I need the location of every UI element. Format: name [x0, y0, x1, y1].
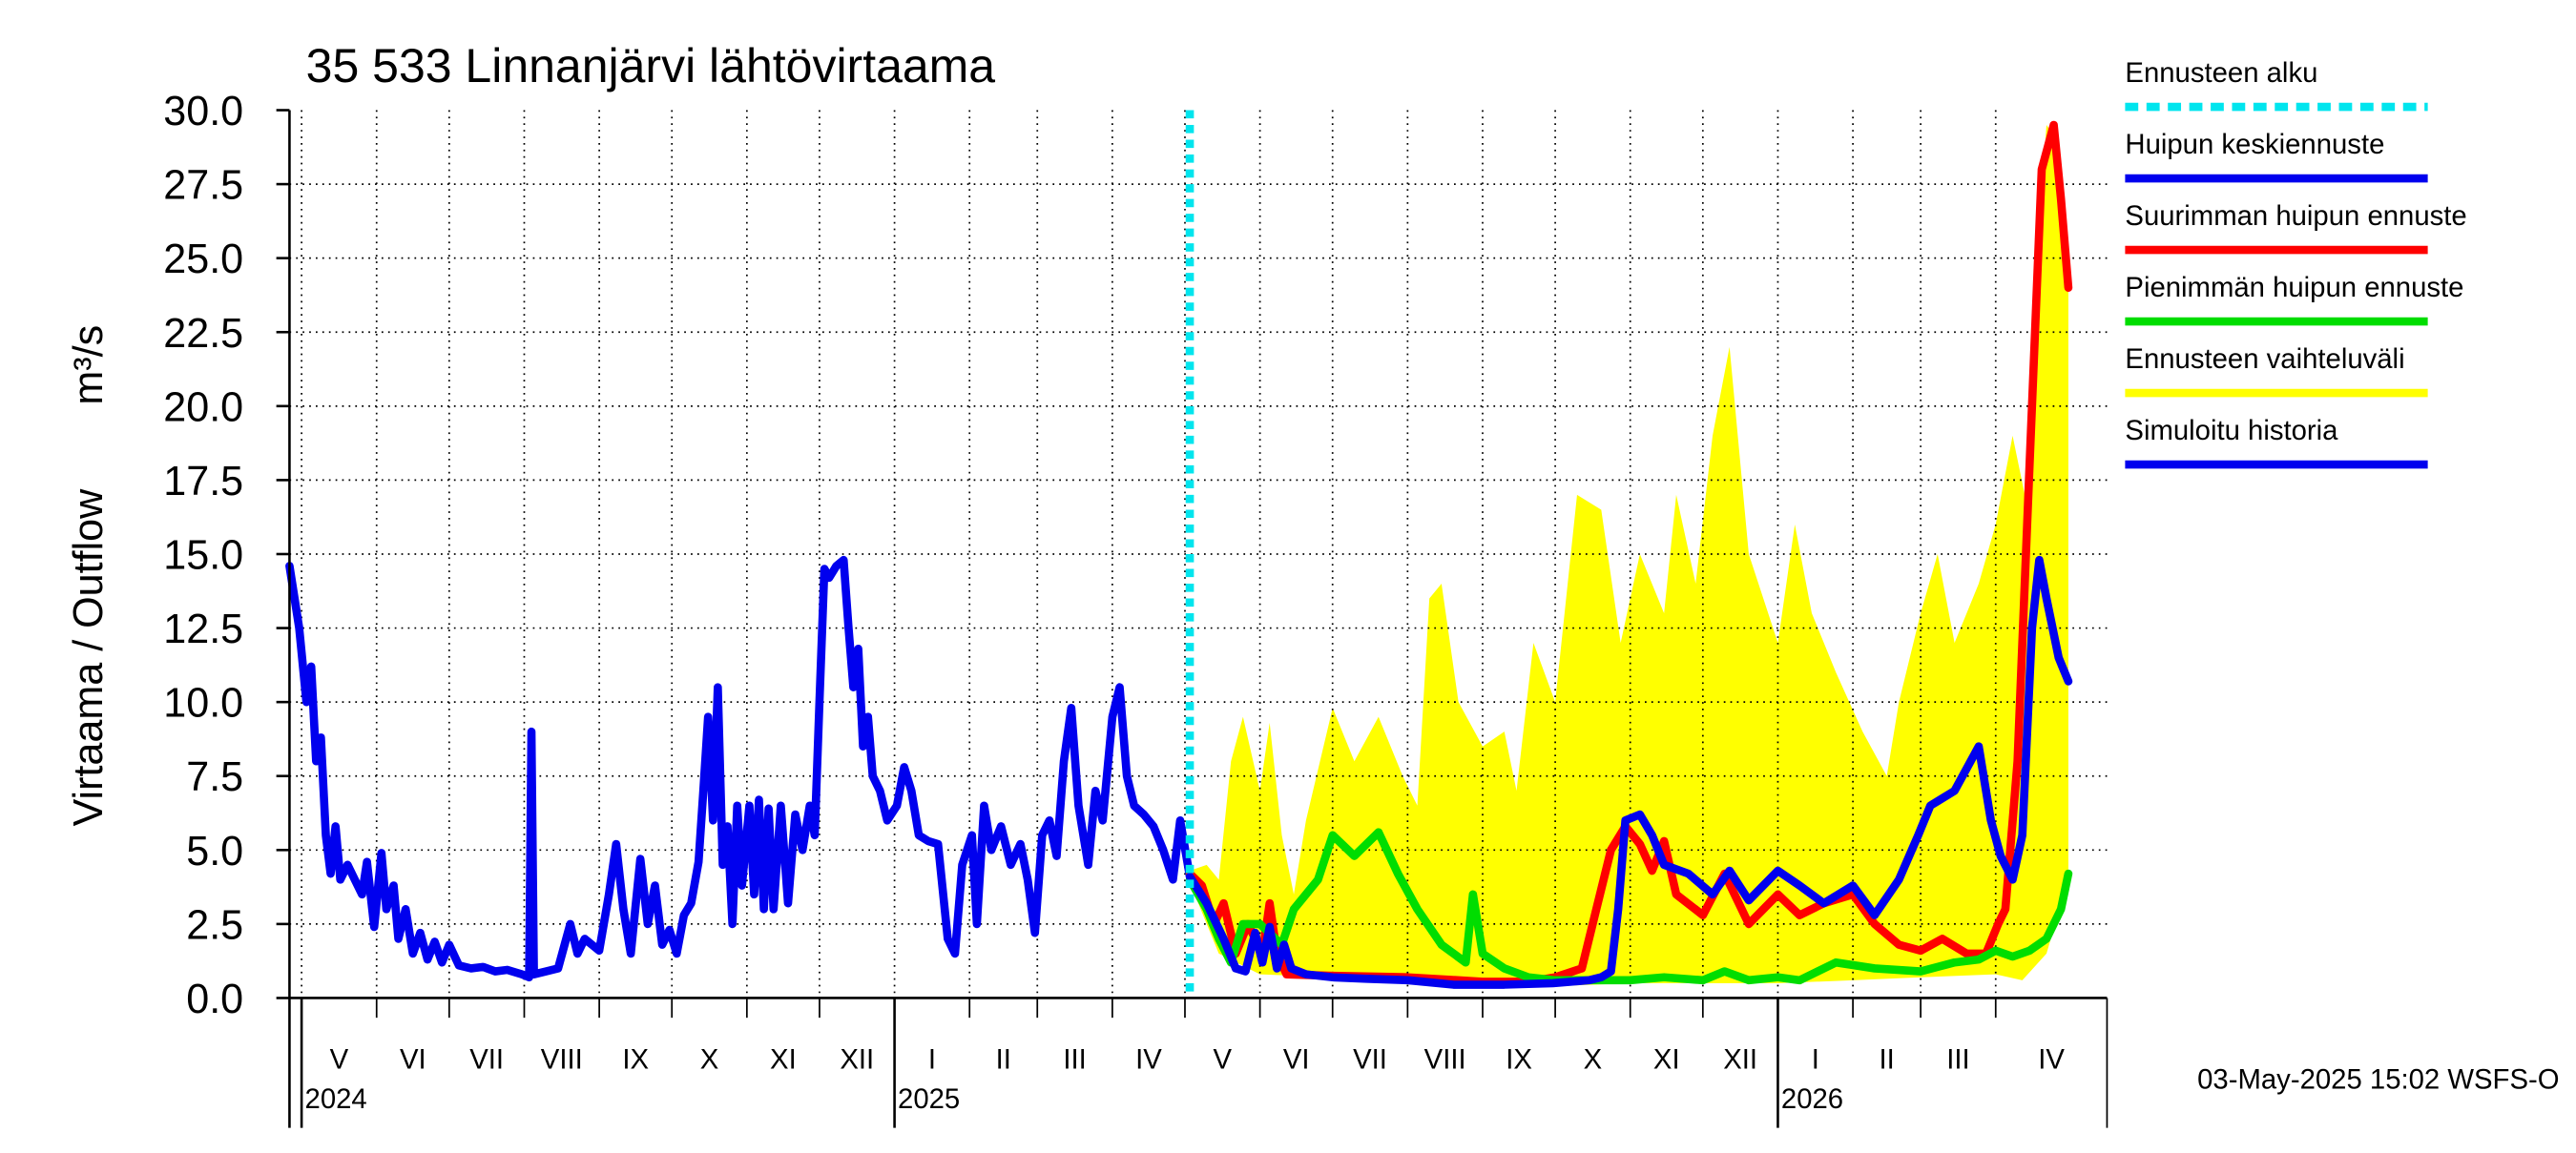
y-tick-label: 15.0 — [163, 533, 243, 579]
month-label: II — [996, 1044, 1011, 1076]
year-label: 2025 — [898, 1083, 960, 1115]
y-axis-label: Virtaama / Outflow — [66, 488, 112, 827]
y-tick-label: 30.0 — [163, 89, 243, 134]
month-label: VI — [400, 1044, 426, 1076]
year-label: 2024 — [305, 1083, 367, 1115]
chart-title: 35 533 Linnanjärvi lähtövirtaama — [306, 39, 996, 93]
month-label: IV — [2038, 1044, 2065, 1076]
month-label: V — [330, 1044, 349, 1076]
axes-layer: 0.0 2.5 5.0 7.5 10.0 12.5 15.0 17.5 20.0 22.5 25.0… — [163, 89, 2109, 1128]
series-simuloitu-historia — [285, 555, 1195, 982]
month-label: IX — [622, 1044, 649, 1076]
forecast-range-band — [1190, 125, 2068, 987]
month-label: II — [1879, 1044, 1894, 1076]
y-axis-unit: m³/s — [66, 325, 112, 405]
legend-layer: Ennusteen alku Huipun keskiennuste Suurimm… — [2125, 57, 2467, 469]
grid-layer — [289, 110, 2108, 999]
legend-label: Ennusteen vaihteluväli — [2125, 343, 2404, 375]
y-tick-label: 27.5 — [163, 163, 243, 209]
month-label: VIII — [1424, 1044, 1466, 1076]
month-label: IV — [1135, 1044, 1162, 1076]
month-label: X — [1584, 1044, 1603, 1076]
month-label: III — [1946, 1044, 1969, 1076]
y-tick-label: 20.0 — [163, 384, 243, 430]
series-layer — [285, 110, 2073, 999]
legend-label: Ennusteen alku — [2125, 57, 2317, 89]
y-tick-label: 5.0 — [186, 829, 243, 875]
legend-label: Simuloitu historia — [2125, 415, 2338, 446]
month-label: XII — [1723, 1044, 1757, 1076]
series-pienimm-n-huipun-ennuste — [1185, 828, 2073, 985]
y-tick-label: 10.0 — [163, 681, 243, 727]
legend-label: Suurimman huipun ennuste — [2125, 200, 2466, 232]
month-label: VI — [1283, 1044, 1310, 1076]
month-label: VII — [469, 1044, 504, 1076]
y-tick-label: 25.0 — [163, 237, 243, 282]
y-tick-label: 0.0 — [186, 977, 243, 1022]
month-label: V — [1214, 1044, 1233, 1076]
month-label: I — [928, 1044, 936, 1076]
month-label: III — [1063, 1044, 1086, 1076]
month-label: XI — [770, 1044, 797, 1076]
y-tick-label: 7.5 — [186, 754, 243, 800]
series-huipun-keskiennuste — [1185, 555, 2073, 989]
y-tick-label: 12.5 — [163, 607, 243, 652]
year-label: 2026 — [1781, 1083, 1843, 1115]
month-label: I — [1812, 1044, 1819, 1076]
month-label: VII — [1353, 1044, 1387, 1076]
timestamp-footer: 03-May-2025 15:02 WSFS-O — [2197, 1063, 2559, 1095]
legend-label: Huipun keskiennuste — [2125, 129, 2384, 160]
month-label: VIII — [541, 1044, 583, 1076]
legend-label: Pienimmän huipun ennuste — [2125, 272, 2463, 303]
y-tick-label: 22.5 — [163, 311, 243, 357]
y-tick-label: 17.5 — [163, 459, 243, 504]
month-label: X — [700, 1044, 719, 1076]
month-label: XII — [840, 1044, 874, 1076]
y-tick-label: 2.5 — [186, 902, 243, 948]
band-layer — [1190, 125, 2068, 987]
month-label: XI — [1653, 1044, 1680, 1076]
month-label: IX — [1506, 1044, 1532, 1076]
